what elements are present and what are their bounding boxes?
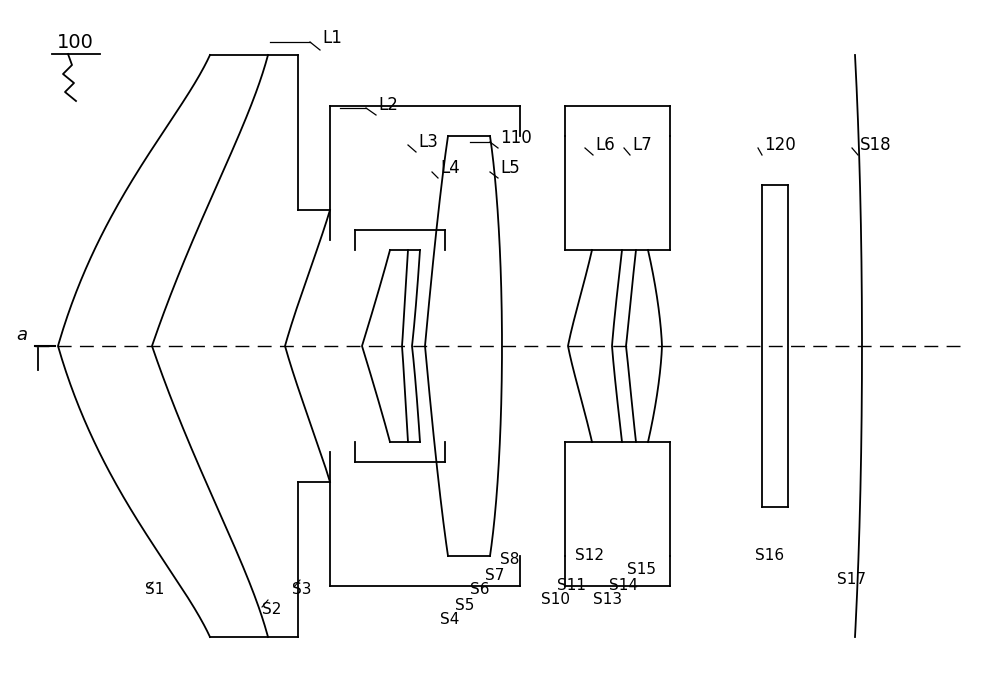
Text: L5: L5: [500, 159, 520, 177]
Text: S10: S10: [542, 592, 570, 608]
Text: 110: 110: [500, 129, 532, 147]
Text: 120: 120: [764, 136, 796, 154]
Text: 100: 100: [57, 33, 93, 51]
Text: S17: S17: [838, 572, 866, 588]
Text: S2: S2: [262, 603, 282, 617]
Text: L1: L1: [322, 29, 342, 47]
Text: S13: S13: [593, 592, 623, 608]
Text: S12: S12: [576, 547, 604, 563]
Text: S7: S7: [485, 567, 505, 583]
Text: a: a: [16, 326, 28, 344]
Text: S16: S16: [755, 547, 785, 563]
Text: L3: L3: [418, 133, 438, 151]
Text: S18: S18: [860, 136, 892, 154]
Text: S1: S1: [145, 583, 165, 597]
Text: L4: L4: [440, 159, 460, 177]
Text: S6: S6: [470, 583, 490, 597]
Text: S3: S3: [292, 583, 312, 597]
Text: S4: S4: [440, 612, 460, 628]
Text: S11: S11: [558, 578, 586, 592]
Text: S15: S15: [628, 563, 656, 578]
Text: L7: L7: [632, 136, 652, 154]
Text: S8: S8: [500, 552, 520, 567]
Text: S5: S5: [455, 597, 475, 612]
Text: L6: L6: [595, 136, 615, 154]
Text: S14: S14: [610, 578, 639, 592]
Text: L2: L2: [378, 96, 398, 114]
